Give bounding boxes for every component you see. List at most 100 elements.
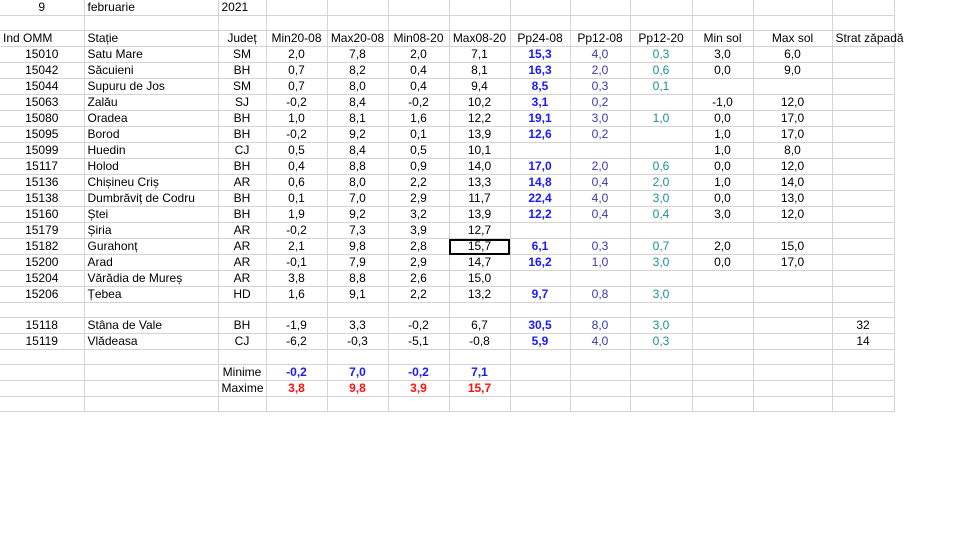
empty-cell[interactable]: [0, 349, 85, 365]
ind-omm-cell[interactable]: 15080: [0, 110, 85, 127]
pp24-08-cell[interactable]: 5,9: [510, 333, 571, 350]
min08-20-cell[interactable]: 1,6: [388, 110, 450, 127]
min-sol-cell[interactable]: 1,0: [692, 174, 754, 191]
pp24-08-cell[interactable]: 19,1: [510, 110, 571, 127]
max08-20-cell[interactable]: 10,2: [449, 94, 511, 111]
max20-08-cell[interactable]: 3,3: [327, 317, 389, 334]
pp12-20-cell[interactable]: 0,4: [630, 206, 693, 223]
empty-cell[interactable]: [570, 349, 631, 365]
pp24-08-cell[interactable]: 14,8: [510, 174, 571, 191]
empty-cell[interactable]: [266, 302, 328, 318]
header-pp12-08[interactable]: Pp12-08: [570, 30, 631, 47]
empty-cell[interactable]: [218, 302, 267, 318]
statie-cell[interactable]: Vărădia de Mureș: [84, 270, 219, 287]
max20-08-cell[interactable]: 9,2: [327, 206, 389, 223]
pp12-20-cell[interactable]: 3,0: [630, 317, 693, 334]
pp12-20-cell[interactable]: 1,0: [630, 110, 693, 127]
empty-cell[interactable]: [832, 364, 895, 381]
min08-20-cell[interactable]: 0,1: [388, 126, 450, 143]
maxime-label[interactable]: Maxime: [218, 380, 267, 397]
judet-cell[interactable]: BH: [218, 126, 267, 143]
pp12-08-cell[interactable]: 2,0: [570, 62, 631, 79]
strat-zapada-cell[interactable]: [832, 110, 895, 127]
min-sol-cell[interactable]: 2,0: [692, 238, 754, 255]
judet-cell[interactable]: BH: [218, 158, 267, 175]
max20-08-cell[interactable]: 8,8: [327, 158, 389, 175]
strat-zapada-cell[interactable]: [832, 62, 895, 79]
empty-cell[interactable]: [832, 380, 895, 397]
empty-cell[interactable]: [266, 15, 328, 31]
max08-20-cell[interactable]: 6,7: [449, 317, 511, 334]
minime-max08-20[interactable]: 7,1: [449, 364, 511, 381]
header-statie[interactable]: Stație: [84, 30, 219, 47]
pp24-08-cell[interactable]: 12,2: [510, 206, 571, 223]
min-sol-cell[interactable]: 0,0: [692, 254, 754, 271]
strat-zapada-cell[interactable]: [832, 206, 895, 223]
pp12-08-cell[interactable]: 1,0: [570, 254, 631, 271]
date-year[interactable]: 2021: [218, 0, 267, 16]
ind-omm-cell[interactable]: 15118: [0, 317, 85, 334]
min-sol-cell[interactable]: [692, 286, 754, 303]
pp12-20-cell[interactable]: 0,1: [630, 78, 693, 95]
empty-cell[interactable]: [753, 302, 833, 318]
empty-cell[interactable]: [84, 349, 219, 365]
strat-zapada-cell[interactable]: [832, 142, 895, 159]
min20-08-cell[interactable]: 0,1: [266, 190, 328, 207]
pp12-20-cell[interactable]: 0,7: [630, 238, 693, 255]
pp12-08-cell[interactable]: 8,0: [570, 317, 631, 334]
empty-cell[interactable]: [327, 302, 389, 318]
min08-20-cell[interactable]: 2,8: [388, 238, 450, 255]
empty-cell[interactable]: [753, 15, 833, 31]
max-sol-cell[interactable]: [753, 333, 833, 350]
ind-omm-cell[interactable]: 15099: [0, 142, 85, 159]
min-sol-cell[interactable]: [692, 317, 754, 334]
empty-cell[interactable]: [630, 364, 693, 381]
empty-cell[interactable]: [753, 349, 833, 365]
max08-20-cell[interactable]: -0,8: [449, 333, 511, 350]
min-sol-cell[interactable]: [692, 222, 754, 239]
max08-20-cell[interactable]: 14,0: [449, 158, 511, 175]
min08-20-cell[interactable]: 2,2: [388, 286, 450, 303]
empty-cell[interactable]: [266, 0, 328, 16]
ind-omm-cell[interactable]: 15179: [0, 222, 85, 239]
max20-08-cell[interactable]: 8,4: [327, 94, 389, 111]
statie-cell[interactable]: Șiria: [84, 222, 219, 239]
empty-cell[interactable]: [692, 380, 754, 397]
judet-cell[interactable]: SJ: [218, 94, 267, 111]
empty-cell[interactable]: [570, 302, 631, 318]
empty-cell[interactable]: [570, 15, 631, 31]
max-sol-cell[interactable]: [753, 317, 833, 334]
max20-08-cell[interactable]: 7,0: [327, 190, 389, 207]
empty-cell[interactable]: [84, 302, 219, 318]
empty-cell[interactable]: [510, 396, 571, 412]
pp24-08-cell[interactable]: 9,7: [510, 286, 571, 303]
min-sol-cell[interactable]: 0,0: [692, 190, 754, 207]
empty-cell[interactable]: [630, 302, 693, 318]
pp12-20-cell[interactable]: [630, 142, 693, 159]
empty-cell[interactable]: [0, 364, 85, 381]
empty-cell[interactable]: [327, 396, 389, 412]
minime-max20-08[interactable]: 7,0: [327, 364, 389, 381]
min20-08-cell[interactable]: -1,9: [266, 317, 328, 334]
empty-cell[interactable]: [630, 380, 693, 397]
max-sol-cell[interactable]: 8,0: [753, 142, 833, 159]
pp24-08-cell[interactable]: 3,1: [510, 94, 571, 111]
empty-cell[interactable]: [0, 380, 85, 397]
strat-zapada-cell[interactable]: [832, 254, 895, 271]
min20-08-cell[interactable]: 3,8: [266, 270, 328, 287]
pp24-08-cell[interactable]: [510, 142, 571, 159]
strat-zapada-cell[interactable]: 14: [832, 333, 895, 350]
pp12-20-cell[interactable]: 2,0: [630, 174, 693, 191]
judet-cell[interactable]: SM: [218, 78, 267, 95]
date-month[interactable]: februarie: [84, 0, 219, 16]
max08-20-cell[interactable]: 15,7: [449, 238, 511, 255]
empty-cell[interactable]: [84, 396, 219, 412]
empty-cell[interactable]: [753, 0, 833, 16]
max08-20-cell[interactable]: 13,9: [449, 126, 511, 143]
empty-cell[interactable]: [510, 302, 571, 318]
max-sol-cell[interactable]: [753, 78, 833, 95]
strat-zapada-cell[interactable]: [832, 78, 895, 95]
min08-20-cell[interactable]: 2,0: [388, 46, 450, 63]
max20-08-cell[interactable]: 8,8: [327, 270, 389, 287]
empty-cell[interactable]: [832, 349, 895, 365]
